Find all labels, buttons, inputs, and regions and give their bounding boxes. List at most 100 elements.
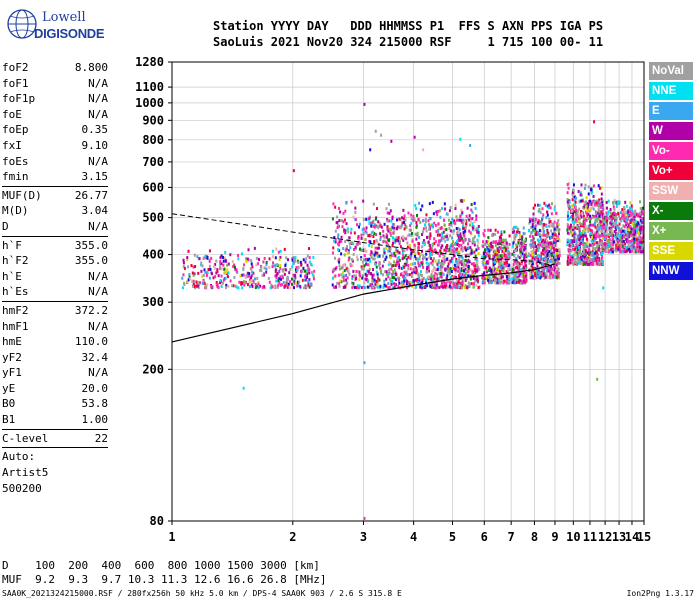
echo-point xyxy=(571,256,574,260)
echo-point xyxy=(195,280,198,284)
echo-point xyxy=(524,261,527,265)
echo-point xyxy=(628,206,631,210)
echo-point xyxy=(624,218,627,222)
echo-point xyxy=(401,251,404,255)
echo-point xyxy=(495,240,498,244)
echo-point xyxy=(586,229,589,233)
echo-point xyxy=(485,270,488,274)
echo-point xyxy=(473,235,476,239)
echo-point xyxy=(384,257,387,261)
echo-point xyxy=(186,265,189,269)
echo-point xyxy=(578,213,581,217)
echo-point xyxy=(546,268,549,272)
echo-point xyxy=(444,207,447,211)
echo-point xyxy=(581,232,584,236)
echo-point xyxy=(372,224,375,228)
echo-point xyxy=(454,284,457,288)
param-name: B1 xyxy=(2,413,16,427)
echo-point xyxy=(599,225,602,229)
echo-point xyxy=(435,210,438,214)
param-name: fmin xyxy=(2,170,29,184)
echo-point xyxy=(534,229,537,233)
echo-point xyxy=(521,280,524,284)
echo-point xyxy=(452,250,455,254)
echo-point xyxy=(633,246,636,250)
echo-point xyxy=(225,286,228,290)
echo-point xyxy=(441,244,444,248)
echo-point xyxy=(265,263,268,267)
echo-point xyxy=(310,282,313,286)
echo-point xyxy=(437,251,440,255)
echo-point xyxy=(579,191,582,195)
echo-point xyxy=(294,256,297,260)
echo-point xyxy=(533,248,536,252)
echo-point xyxy=(469,231,472,235)
echo-point xyxy=(354,275,357,279)
echo-point xyxy=(551,258,554,262)
param-value: 3.04 xyxy=(81,204,109,218)
echo-point xyxy=(410,213,413,217)
echo-point xyxy=(636,246,639,250)
echo-point xyxy=(419,220,422,224)
echo-point xyxy=(519,250,522,254)
param-value: 372.2 xyxy=(74,303,108,317)
echo-point xyxy=(482,258,485,262)
echo-point xyxy=(556,269,559,273)
echo-point xyxy=(358,278,361,282)
echo-point xyxy=(572,225,575,229)
echo-point xyxy=(286,277,289,281)
param-name: hmF1 xyxy=(2,319,29,333)
echo-point xyxy=(501,249,504,253)
echo-point xyxy=(422,254,425,258)
echo-point xyxy=(542,272,545,276)
echo-point xyxy=(482,232,485,236)
echo-point xyxy=(474,206,477,210)
echo-point xyxy=(488,249,491,253)
echo-point xyxy=(611,247,614,251)
echo-point xyxy=(442,230,445,234)
echo-point xyxy=(386,227,389,231)
echo-point xyxy=(398,217,401,221)
echo-point xyxy=(587,258,590,262)
echo-point xyxy=(613,198,616,202)
echo-point xyxy=(608,244,611,248)
echo-point xyxy=(371,220,374,224)
echo-point xyxy=(402,208,405,212)
echo-point xyxy=(291,265,294,269)
echo-point xyxy=(498,276,501,280)
echo-point xyxy=(610,232,613,236)
echo-point xyxy=(388,285,391,289)
echo-point xyxy=(531,222,534,226)
echo-point xyxy=(566,262,569,266)
echo-point xyxy=(370,231,373,235)
echo-point xyxy=(463,262,466,266)
echo-point xyxy=(398,251,401,255)
echo-point xyxy=(584,227,587,231)
echo-point xyxy=(535,230,538,234)
echo-point xyxy=(533,272,536,276)
echo-point xyxy=(446,257,449,261)
echo-point xyxy=(233,263,236,267)
echo-point xyxy=(437,261,440,265)
echo-point xyxy=(492,275,495,279)
echo-point xyxy=(640,241,643,245)
echo-point xyxy=(412,214,415,218)
echo-point xyxy=(308,260,311,264)
echo-point xyxy=(503,262,506,266)
echo-point xyxy=(625,237,628,241)
echo-point xyxy=(528,221,531,225)
echo-point xyxy=(589,251,592,255)
echo-point xyxy=(460,263,463,267)
echo-point xyxy=(443,254,446,258)
echo-point xyxy=(463,269,466,273)
echo-point xyxy=(202,257,205,261)
echo-point xyxy=(347,250,350,254)
echo-point xyxy=(403,249,406,253)
echo-point xyxy=(430,256,433,260)
echo-point xyxy=(304,278,307,282)
echo-point xyxy=(440,262,443,266)
echo-point xyxy=(589,220,592,224)
echo-point xyxy=(585,257,588,261)
echo-point xyxy=(251,265,254,269)
echo-point xyxy=(598,214,601,218)
